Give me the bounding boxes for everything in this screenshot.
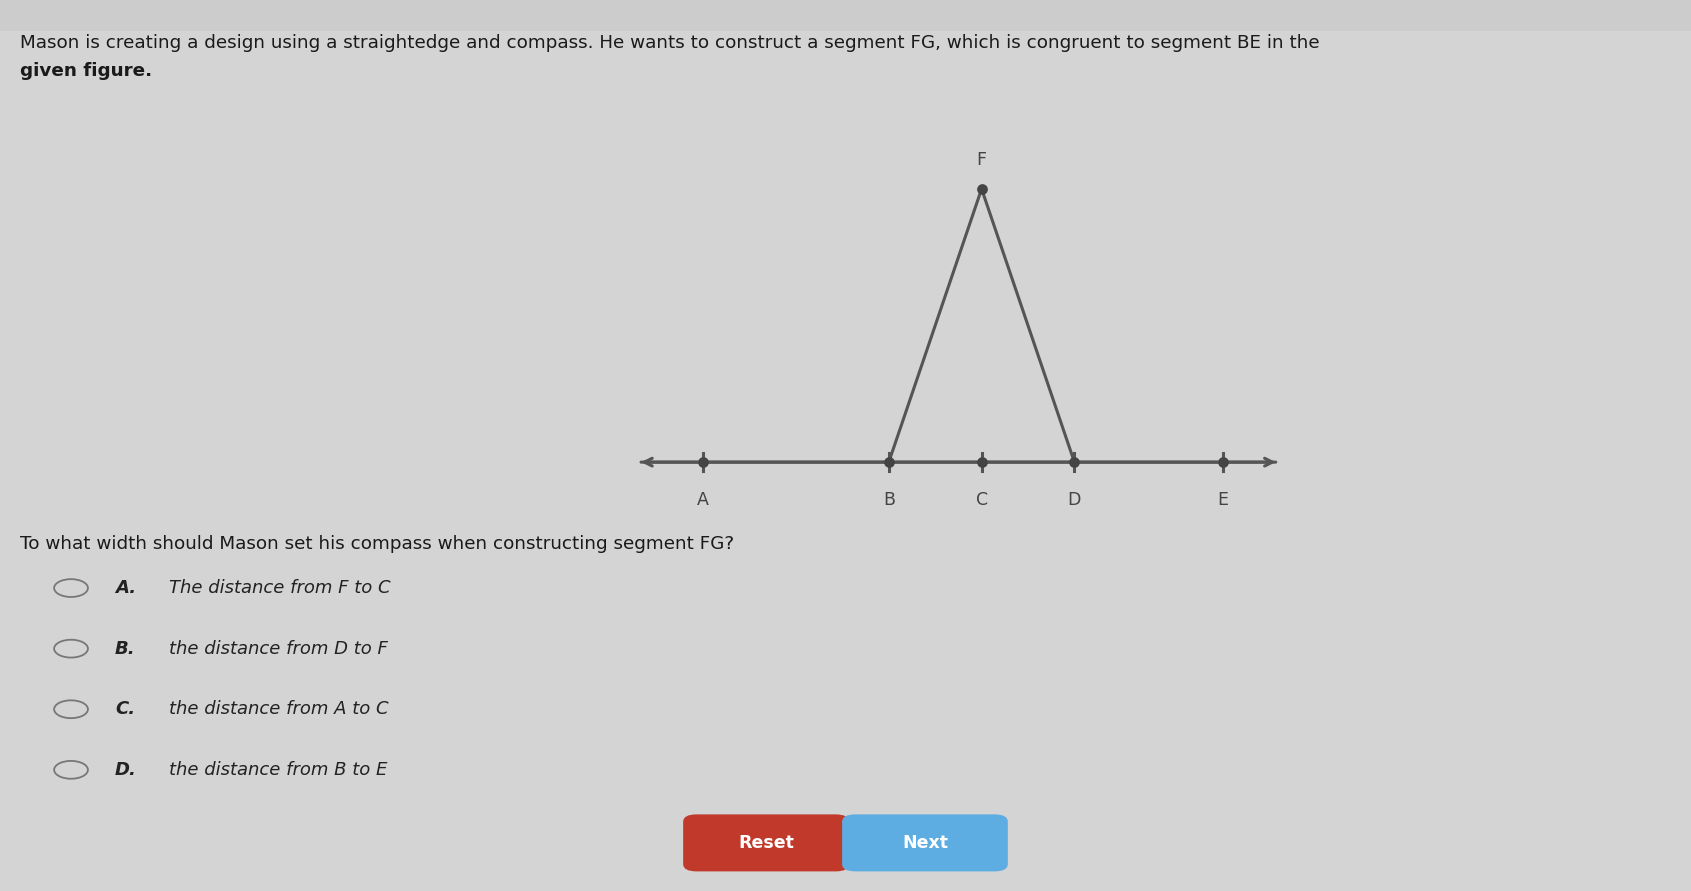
Text: B.: B. bbox=[115, 640, 135, 658]
Text: the distance from B to E: the distance from B to E bbox=[169, 761, 387, 779]
FancyBboxPatch shape bbox=[842, 814, 1008, 871]
FancyBboxPatch shape bbox=[0, 0, 1691, 31]
Point bbox=[876, 455, 903, 470]
Text: C.: C. bbox=[115, 700, 135, 718]
Text: A: A bbox=[697, 491, 709, 509]
Text: the distance from A to C: the distance from A to C bbox=[169, 700, 389, 718]
Text: F: F bbox=[977, 151, 986, 169]
Point bbox=[1060, 455, 1087, 470]
Point bbox=[1209, 455, 1236, 470]
Text: B: B bbox=[883, 491, 895, 509]
Text: A.: A. bbox=[115, 579, 135, 597]
Text: Next: Next bbox=[901, 834, 949, 852]
Text: D.: D. bbox=[115, 761, 137, 779]
Text: Mason is creating a design using a straightedge and compass. He wants to constru: Mason is creating a design using a strai… bbox=[20, 34, 1321, 52]
Text: To what width should Mason set his compass when constructing segment FG?: To what width should Mason set his compa… bbox=[20, 535, 734, 552]
Text: The distance from F to C: The distance from F to C bbox=[169, 579, 391, 597]
Text: given figure.: given figure. bbox=[20, 62, 152, 80]
Text: D: D bbox=[1067, 491, 1081, 509]
Point bbox=[967, 182, 994, 196]
Text: Reset: Reset bbox=[737, 834, 795, 852]
Text: the distance from D to F: the distance from D to F bbox=[169, 640, 387, 658]
Point bbox=[967, 455, 994, 470]
FancyBboxPatch shape bbox=[683, 814, 849, 871]
Text: E: E bbox=[1218, 491, 1228, 509]
Point bbox=[690, 455, 717, 470]
Text: C: C bbox=[976, 491, 988, 509]
